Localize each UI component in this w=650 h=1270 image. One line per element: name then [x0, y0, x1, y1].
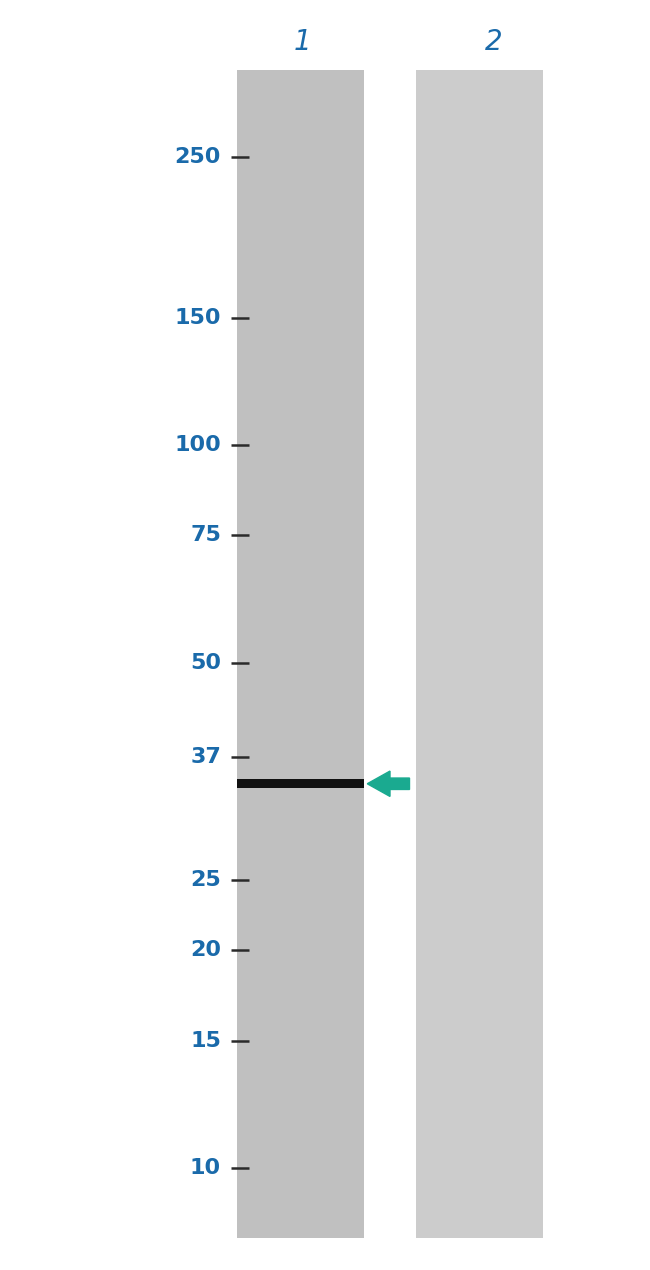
FancyArrow shape [367, 771, 410, 796]
Text: 250: 250 [175, 147, 221, 168]
Text: 37: 37 [190, 747, 221, 767]
Text: 20: 20 [190, 940, 221, 960]
Text: 10: 10 [190, 1158, 221, 1179]
Text: 15: 15 [190, 1031, 221, 1050]
Bar [237, 70, 364, 1238]
Bar [237, 780, 364, 789]
Text: 25: 25 [190, 870, 221, 890]
Text: 1: 1 [293, 28, 311, 56]
Text: 150: 150 [174, 307, 221, 328]
Text: 75: 75 [190, 526, 221, 545]
Text: 50: 50 [190, 653, 221, 673]
Text: 2: 2 [485, 28, 503, 56]
Bar [416, 70, 543, 1238]
Text: 100: 100 [174, 434, 221, 455]
